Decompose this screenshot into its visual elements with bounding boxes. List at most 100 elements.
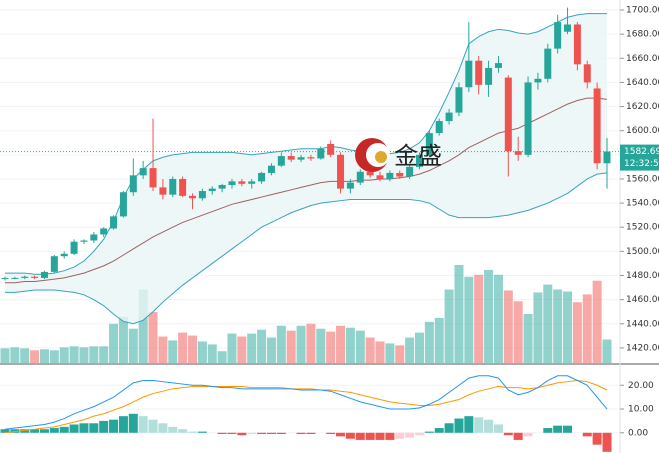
- volume-bar: [20, 348, 30, 363]
- volume-bar: [345, 327, 355, 363]
- volume-bar: [572, 302, 582, 363]
- price-axis: 1420.00 1440.00 1460.00 1480.00 1500.00 1520.…: [620, 6, 659, 438]
- candle-body: [356, 171, 364, 183]
- y-tick-label: 1420.00: [626, 343, 659, 353]
- volume-bar: [217, 351, 227, 363]
- volume-bar: [276, 325, 286, 363]
- volume-bar: [69, 346, 79, 363]
- volume-bar: [365, 337, 375, 363]
- candle-body: [189, 195, 197, 199]
- histogram-bar: [79, 423, 89, 433]
- volume-bar: [414, 332, 424, 363]
- y-tick-label: 1660.00: [626, 54, 659, 64]
- volume-bar: [533, 292, 543, 363]
- volume-bar: [543, 284, 553, 363]
- candle-body: [337, 154, 345, 189]
- candle-body: [50, 256, 58, 272]
- volume-bar: [424, 321, 434, 363]
- volume-bar: [227, 333, 237, 363]
- histogram-bar: [563, 425, 573, 433]
- candle-body: [445, 112, 453, 122]
- histogram-bar: [454, 418, 464, 433]
- candle-body: [485, 67, 493, 85]
- volume-bar: [493, 274, 503, 363]
- volume-bar: [375, 341, 385, 363]
- volume-bar: [513, 301, 523, 363]
- candle-body: [425, 133, 433, 155]
- histogram-bar: [217, 432, 227, 434]
- histogram-bar: [484, 419, 494, 433]
- histogram-bar: [237, 432, 247, 436]
- histogram-bar: [385, 432, 395, 440]
- histogram-bar: [602, 432, 612, 452]
- candle-body: [159, 187, 167, 195]
- volume-bar: [592, 280, 602, 363]
- volume-bar: [118, 316, 128, 363]
- y-tick-label: 1560.00: [626, 174, 659, 184]
- y-tick-label: 1460.00: [626, 295, 659, 305]
- candle-body: [149, 168, 157, 188]
- histogram-bar: [326, 432, 336, 434]
- volume-bar: [39, 349, 49, 363]
- candle-body: [396, 172, 404, 177]
- histogram-bar: [523, 432, 533, 437]
- candle-body: [139, 168, 147, 176]
- candle-body: [554, 22, 562, 49]
- histogram-bar: [336, 432, 346, 437]
- candle-body: [583, 64, 591, 83]
- volume-bar: [99, 346, 109, 363]
- macd-line: [4, 375, 608, 430]
- histogram-bar: [266, 432, 276, 434]
- candle-body: [110, 216, 118, 229]
- histogram-bar: [345, 432, 355, 439]
- bollinger-line: [5, 13, 607, 275]
- histogram-bar: [247, 432, 257, 434]
- volume-bar: [503, 290, 513, 363]
- candle-body: [119, 192, 127, 217]
- volume-bar: [30, 350, 40, 363]
- histogram-bar: [148, 419, 158, 433]
- candle-body: [267, 165, 275, 173]
- histogram-bar: [99, 420, 109, 433]
- candle-body: [90, 234, 98, 241]
- volume-bar: [247, 333, 257, 363]
- y-tick-label: 1700.00: [626, 6, 659, 16]
- histogram-bar: [296, 432, 306, 434]
- histogram-bar: [257, 432, 267, 434]
- candle-body: [287, 156, 295, 160]
- volume-bar: [197, 341, 207, 363]
- logo-dot: [375, 151, 387, 163]
- histogram-bar: [513, 432, 523, 440]
- volume-bar: [168, 340, 178, 363]
- y-tick-label: 0.00: [628, 428, 648, 438]
- volume-bar: [316, 328, 326, 363]
- candle-body: [406, 166, 414, 177]
- candle-body: [169, 178, 177, 195]
- candle-body: [238, 181, 246, 184]
- histogram-bar: [89, 423, 99, 433]
- histogram-bar: [355, 432, 365, 440]
- volume-bar: [79, 347, 89, 363]
- y-tick-label: 1600.00: [626, 126, 659, 136]
- watermark-text: 金盛: [394, 142, 442, 170]
- candle-body: [80, 240, 88, 242]
- volume-bar: [109, 323, 119, 363]
- volume-bar: [474, 274, 484, 363]
- histogram-bar: [158, 423, 168, 433]
- y-tick-label: 1520.00: [626, 223, 659, 233]
- histogram-bar: [20, 429, 30, 433]
- y-tick-label: 1480.00: [626, 271, 659, 281]
- histogram-bar: [365, 432, 375, 440]
- candle-body: [544, 48, 552, 79]
- candle-body: [21, 276, 29, 278]
- candle-body: [198, 191, 206, 199]
- bollinger-line: [5, 172, 608, 325]
- volume-bar: [257, 329, 267, 363]
- histogram-bar: [109, 419, 119, 433]
- volume-bar: [188, 335, 198, 363]
- volume-bar: [523, 314, 533, 363]
- histogram-bar: [493, 424, 503, 433]
- histogram-bar: [395, 432, 405, 439]
- candle-body: [228, 181, 236, 185]
